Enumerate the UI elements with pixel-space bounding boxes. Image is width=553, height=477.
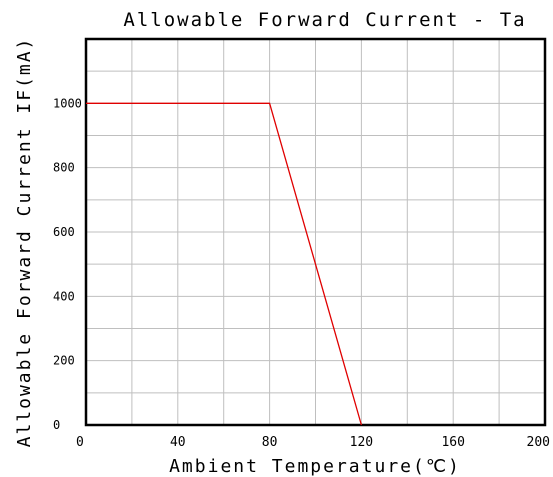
series-layer <box>86 102 363 426</box>
x-tick-label: 0 <box>76 435 84 450</box>
y-tick-label: 1000 <box>53 96 82 110</box>
x-axis-label: Ambient Temperature(℃) <box>169 456 461 477</box>
x-tick-label: 80 <box>262 435 278 450</box>
x-tick-label: 40 <box>170 435 186 450</box>
y-tick-labels: 0 200 400 600 800 1000 <box>53 96 82 432</box>
plot-frame <box>84 37 547 427</box>
y-tick-label: 600 <box>53 225 75 239</box>
y-tick-label: 0 <box>53 418 60 432</box>
y-axis-label: Allowable Forward Current IF(mA) <box>14 37 35 448</box>
grid <box>86 39 545 425</box>
x-tick-labels: 0 40 80 120 160 200 <box>76 435 550 450</box>
y-tick-label: 400 <box>53 289 75 303</box>
x-tick-label: 200 <box>527 435 550 450</box>
y-tick-label: 200 <box>53 354 75 368</box>
series-line <box>86 102 363 426</box>
x-tick-label: 120 <box>350 435 373 450</box>
chart-title: Allowable Forward Current - Ta <box>123 9 526 31</box>
x-tick-label: 160 <box>441 435 464 450</box>
y-tick-label: 800 <box>53 161 75 175</box>
